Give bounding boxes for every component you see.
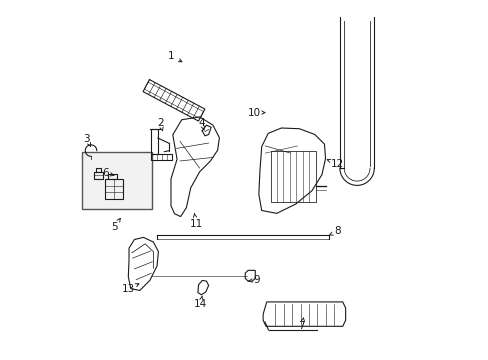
- Text: 8: 8: [328, 226, 340, 236]
- Text: 14: 14: [194, 296, 207, 309]
- Bar: [108, 174, 117, 179]
- Text: 9: 9: [248, 275, 260, 285]
- Text: 1: 1: [167, 51, 182, 62]
- Text: 6: 6: [102, 168, 114, 178]
- Bar: [94, 172, 102, 179]
- Text: 5: 5: [111, 219, 120, 231]
- Bar: [151, 130, 158, 154]
- Text: 12: 12: [326, 159, 344, 169]
- Text: 10: 10: [247, 108, 264, 118]
- Text: 3: 3: [83, 134, 91, 147]
- Text: 11: 11: [189, 213, 203, 229]
- Bar: [82, 152, 152, 209]
- Text: 2: 2: [157, 118, 163, 131]
- Bar: [96, 168, 101, 172]
- Text: 13: 13: [121, 284, 139, 294]
- Text: 4: 4: [198, 118, 204, 130]
- Bar: [104, 179, 122, 199]
- Bar: [151, 154, 172, 160]
- Text: 7: 7: [298, 318, 305, 331]
- Bar: [270, 151, 315, 202]
